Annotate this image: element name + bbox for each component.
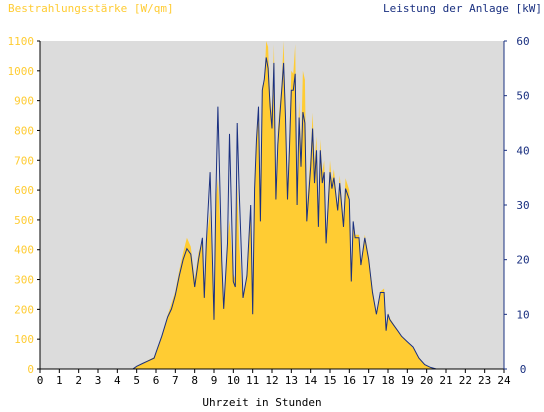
x-tick-label: 15 (323, 374, 336, 387)
y-left-tick-label: 1000 (8, 65, 35, 78)
y-left-tick-label: 0 (27, 363, 34, 376)
x-tick-label: 3 (95, 374, 102, 387)
y-left-tick-label: 300 (14, 274, 34, 287)
x-tick-label: 5 (133, 374, 140, 387)
x-tick-label: 13 (285, 374, 298, 387)
x-tick-label: 11 (246, 374, 259, 387)
y-right-tick-label: 40 (516, 144, 529, 157)
x-tick-label: 21 (439, 374, 452, 387)
y-left-tick-label: 900 (14, 95, 34, 108)
x-tick-label: 20 (420, 374, 433, 387)
x-tick-label: 17 (362, 374, 375, 387)
y-left-tick-label: 500 (14, 214, 34, 227)
y-left-tick-label: 100 (14, 333, 34, 346)
x-tick-label: 18 (381, 374, 394, 387)
power-line (40, 57, 504, 370)
left-axis-title: Bestrahlungsstärke [W/qm] (8, 2, 174, 15)
x-tick-label: 2 (75, 374, 82, 387)
y-right-tick-label: 0 (520, 363, 527, 376)
irradiance-area (40, 41, 504, 369)
x-tick-label: 14 (304, 374, 318, 387)
right-axis-title: Leistung der Anlage [kW] (383, 2, 542, 15)
x-tick-label: 10 (227, 374, 240, 387)
y-left-tick-label: 200 (14, 303, 34, 316)
y-left-tick-label: 600 (14, 184, 34, 197)
y-right-tick-label: 20 (516, 254, 529, 267)
x-tick-label: 24 (497, 374, 511, 387)
x-tick-label: 8 (191, 374, 198, 387)
y-right-tick-label: 30 (516, 199, 529, 212)
x-tick-label: 1 (56, 374, 63, 387)
y-left-tick-label: 700 (14, 154, 34, 167)
y-right-tick-label: 50 (516, 90, 529, 103)
x-tick-label: 6 (153, 374, 160, 387)
x-tick-label: 12 (265, 374, 278, 387)
y-left-tick-label: 1100 (8, 35, 35, 48)
x-tick-label: 22 (459, 374, 472, 387)
x-tick-label: 4 (114, 374, 121, 387)
x-axis-title: Uhrzeit in Stunden (202, 396, 321, 408)
x-tick-label: 23 (478, 374, 491, 387)
y-left-tick-label: 800 (14, 124, 34, 137)
x-tick-label: 7 (172, 374, 179, 387)
x-tick-label: 9 (211, 374, 218, 387)
y-right-tick-label: 60 (516, 35, 529, 48)
x-tick-label: 16 (343, 374, 356, 387)
x-tick-label: 0 (37, 374, 44, 387)
x-tick-label: 19 (401, 374, 414, 387)
y-left-tick-label: 400 (14, 244, 34, 257)
y-right-tick-label: 10 (516, 308, 529, 321)
